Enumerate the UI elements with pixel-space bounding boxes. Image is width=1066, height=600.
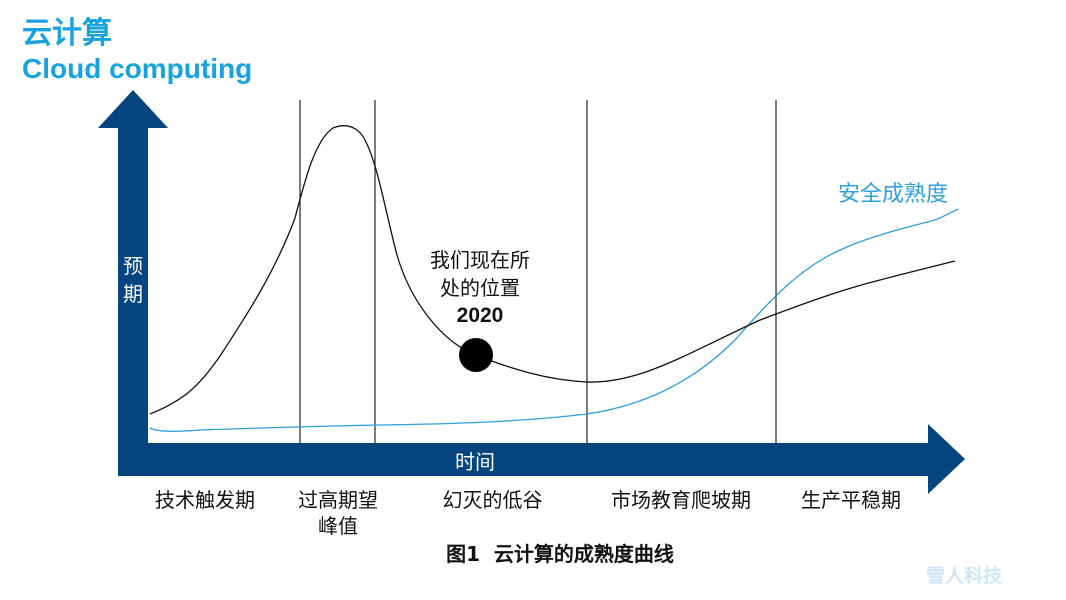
- current-position-annotation: 我们现在所 处的位置: [430, 248, 530, 300]
- title-english: Cloud computing: [22, 53, 253, 84]
- x-axis-arrow: [118, 424, 965, 494]
- watermark: 雪人科技: [926, 565, 1003, 587]
- phase-label-plateau: 生产平稳期: [801, 488, 901, 512]
- phase-label-peak-expectations: 过高期望 峰值: [298, 488, 378, 538]
- hype-cycle-curve: [149, 125, 956, 415]
- phase-label-trough: 幻灭的低谷: [442, 488, 543, 512]
- phase-label-slope: 市场教育爬坡期: [611, 488, 751, 512]
- figure-caption: 图1 云计算的成熟度曲线: [446, 542, 674, 566]
- phase-label-technology-trigger: 技术触发期: [155, 488, 255, 512]
- y-axis-label: 预期: [123, 254, 143, 306]
- security-curve-label: 安全成熟度: [838, 182, 949, 207]
- current-year-label: 2020: [456, 304, 504, 327]
- x-axis-label: 时间: [455, 450, 495, 474]
- security-maturity-curve: [149, 208, 959, 432]
- current-position-marker: [459, 338, 493, 372]
- y-axis-arrow: [98, 90, 168, 476]
- title-chinese: 云计算: [22, 16, 112, 51]
